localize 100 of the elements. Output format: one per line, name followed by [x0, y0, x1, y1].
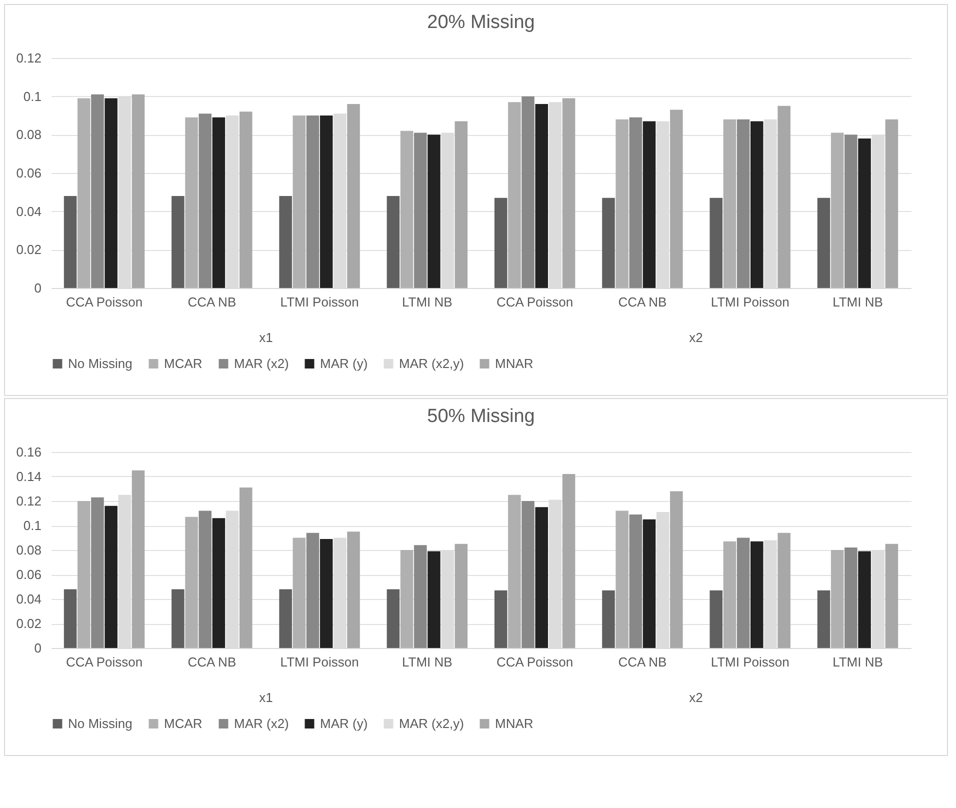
bar — [736, 119, 750, 288]
legend-label: MNAR — [495, 356, 534, 371]
bar — [428, 134, 440, 288]
bar — [858, 138, 871, 288]
x-tick-label: CCA Poisson — [66, 654, 143, 670]
bar — [320, 116, 333, 288]
bar — [172, 589, 184, 648]
bar — [212, 518, 226, 648]
bar — [723, 541, 736, 648]
bar — [91, 497, 104, 648]
bar — [306, 116, 320, 288]
bar — [292, 116, 306, 288]
text: x2 — [689, 690, 703, 705]
bar — [602, 590, 615, 648]
bar — [414, 132, 427, 288]
bar — [750, 541, 764, 648]
y-tick-label: 0.02 — [16, 616, 42, 631]
bar — [104, 98, 118, 288]
bar — [454, 544, 468, 648]
bar — [750, 121, 764, 288]
bar — [817, 590, 830, 648]
bar — [616, 119, 628, 288]
legend-label: MAR (y) — [320, 356, 368, 371]
bar — [400, 550, 414, 648]
bar — [508, 494, 521, 648]
legend-label: MAR (y) — [320, 716, 368, 731]
bar — [670, 491, 683, 648]
y-tick-label: 0.06 — [16, 567, 42, 582]
bar — [602, 198, 615, 288]
bar — [306, 532, 320, 648]
legend-label: MAR (x2,y) — [399, 716, 464, 731]
bar — [629, 514, 642, 648]
chart-title: 50% Missing — [427, 406, 535, 427]
bar — [347, 532, 360, 648]
bar — [240, 112, 252, 288]
y-tick-label: 0.02 — [16, 242, 42, 258]
bar — [710, 198, 722, 288]
chart-title: 20% Missing — [427, 12, 535, 33]
bar — [710, 590, 722, 648]
legend-label: MCAR — [164, 716, 202, 731]
x-tick-label: CCA NB — [188, 294, 236, 310]
y-tick-label: 0.04 — [16, 204, 42, 219]
y-tick-label: 0.06 — [16, 166, 42, 180]
bar — [292, 538, 306, 648]
bar — [885, 544, 898, 648]
y-tick-label: 0.08 — [16, 542, 42, 558]
bar — [64, 589, 77, 648]
x-tick-label: CCA Poisson — [496, 294, 574, 310]
bar — [132, 470, 145, 648]
bar — [830, 132, 844, 288]
bar — [562, 474, 576, 648]
bar — [723, 119, 736, 288]
bar — [240, 488, 252, 648]
y-tick-label: 0 — [34, 640, 42, 656]
bar — [858, 551, 871, 648]
y-tick-label: 0.04 — [16, 592, 42, 606]
legend-label: MNAR — [495, 716, 534, 731]
legend-label: MAR (x2) — [234, 356, 289, 371]
x-tick-label: LTMI NB — [402, 294, 452, 310]
bar — [104, 506, 118, 648]
bar — [78, 98, 90, 288]
x-tick-label: CCA Poisson — [66, 294, 143, 310]
bar — [844, 548, 858, 648]
bar — [132, 94, 145, 288]
bar — [91, 94, 104, 288]
bar — [522, 501, 534, 648]
bar — [386, 589, 400, 648]
bar — [78, 501, 90, 648]
bar — [494, 590, 508, 648]
bar — [830, 550, 844, 648]
bar — [198, 510, 212, 648]
bar — [670, 110, 683, 288]
y-tick-label: 0.12 — [16, 494, 42, 508]
bar — [320, 538, 333, 648]
bar — [778, 106, 790, 288]
y-tick-label: 0 — [34, 280, 42, 296]
bar — [778, 532, 790, 648]
x-tick-label: LTMI NB — [402, 654, 452, 670]
y-tick-label: 0.1 — [23, 518, 42, 533]
bar — [616, 510, 628, 648]
x-tick-label: CCA NB — [618, 294, 667, 310]
bar — [64, 196, 77, 288]
bar — [347, 104, 360, 288]
bar — [522, 96, 534, 288]
bar — [562, 98, 576, 288]
x-tick-label: LTMI Poisson — [710, 294, 790, 310]
bar — [736, 538, 750, 648]
bar — [185, 516, 198, 648]
legend-label: No Missing — [68, 356, 132, 371]
bar — [198, 114, 212, 288]
bar — [844, 134, 858, 288]
bar — [535, 507, 548, 648]
text: x1 — [259, 690, 273, 705]
bar — [629, 117, 642, 288]
y-tick-label: 0.16 — [16, 444, 42, 460]
x-tick-label: LTMI NB — [832, 654, 883, 670]
bar — [279, 196, 292, 288]
text: x2 — [689, 330, 703, 345]
bar — [454, 121, 468, 288]
legend-label: MCAR — [164, 356, 202, 371]
